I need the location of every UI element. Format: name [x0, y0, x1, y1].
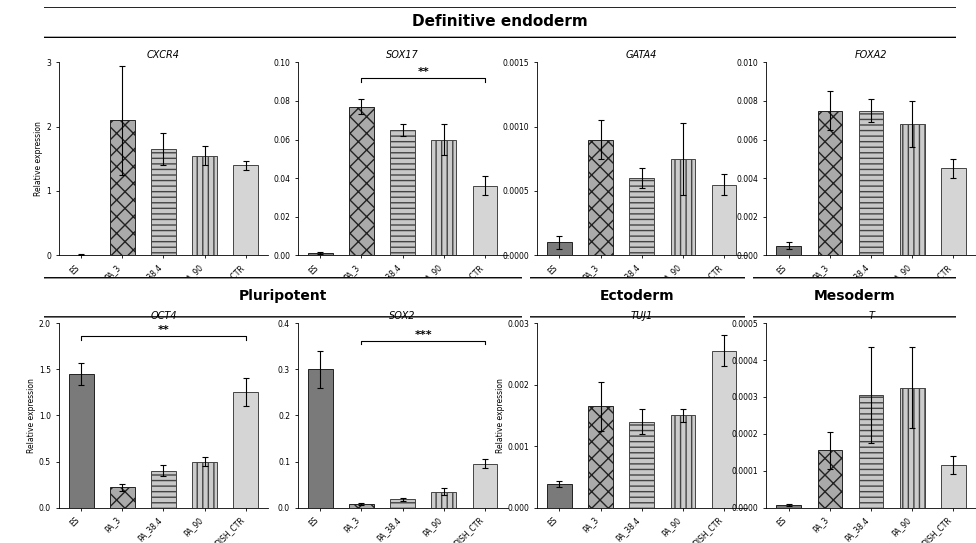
Bar: [390, 130, 415, 255]
Bar: [671, 415, 695, 508]
Bar: [900, 388, 924, 508]
Title: TUJ1: TUJ1: [630, 311, 653, 321]
Text: **: **: [418, 67, 429, 77]
Bar: [712, 351, 736, 508]
Bar: [818, 451, 842, 508]
Bar: [233, 392, 258, 508]
Bar: [308, 253, 333, 255]
Bar: [192, 462, 217, 508]
Bar: [818, 111, 842, 255]
FancyBboxPatch shape: [747, 278, 963, 317]
Bar: [431, 140, 456, 255]
Bar: [630, 421, 654, 508]
Bar: [630, 178, 654, 255]
FancyBboxPatch shape: [522, 278, 752, 317]
Bar: [472, 186, 497, 255]
Bar: [777, 245, 801, 255]
Bar: [151, 149, 176, 255]
Bar: [548, 242, 572, 255]
Bar: [589, 140, 613, 255]
Title: FOXA2: FOXA2: [855, 50, 887, 60]
Bar: [390, 500, 415, 508]
Title: GATA4: GATA4: [626, 50, 658, 60]
Bar: [900, 124, 924, 255]
Title: SOX2: SOX2: [389, 311, 416, 321]
Bar: [941, 168, 965, 255]
Bar: [349, 107, 374, 255]
Bar: [859, 111, 883, 255]
Bar: [151, 471, 176, 508]
Bar: [548, 484, 572, 508]
Bar: [431, 491, 456, 508]
Bar: [308, 369, 333, 508]
Bar: [69, 374, 94, 508]
Bar: [110, 488, 135, 508]
FancyBboxPatch shape: [12, 7, 976, 37]
Text: **: **: [157, 325, 170, 336]
Bar: [233, 165, 258, 255]
Y-axis label: Relative expression: Relative expression: [496, 378, 505, 453]
Bar: [859, 395, 883, 508]
Title: SOX17: SOX17: [386, 50, 419, 60]
FancyBboxPatch shape: [27, 278, 539, 317]
Bar: [589, 406, 613, 508]
Title: OCT4: OCT4: [150, 311, 177, 321]
Y-axis label: Relative expression: Relative expression: [34, 122, 43, 196]
Bar: [192, 156, 217, 255]
Bar: [777, 505, 801, 508]
Bar: [472, 464, 497, 508]
Text: Definitive endoderm: Definitive endoderm: [412, 14, 589, 29]
Bar: [941, 465, 965, 508]
Y-axis label: Relative expression: Relative expression: [27, 378, 36, 453]
Bar: [110, 120, 135, 255]
Title: CXCR4: CXCR4: [147, 50, 180, 60]
Text: Pluripotent: Pluripotent: [239, 289, 327, 304]
Bar: [349, 504, 374, 508]
Text: Ectoderm: Ectoderm: [600, 289, 674, 304]
Text: Mesoderm: Mesoderm: [814, 289, 896, 304]
Bar: [671, 159, 695, 255]
Bar: [712, 185, 736, 255]
Title: T: T: [868, 311, 874, 321]
Text: ***: ***: [415, 330, 432, 339]
